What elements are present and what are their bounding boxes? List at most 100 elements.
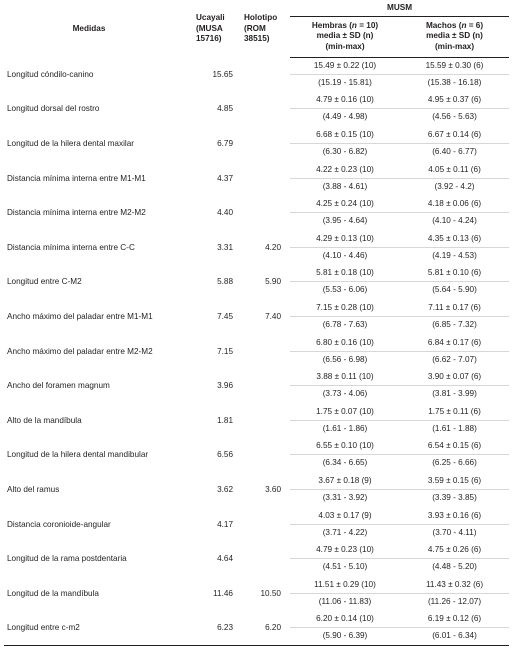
- ucayali-value: 3.62: [194, 472, 242, 507]
- header-musm: MUSM: [290, 1, 510, 17]
- machos-cell: 6.19 ± 0.12 (6) (6.01 - 6.34): [400, 610, 510, 646]
- ucayali-text: 15.65: [212, 69, 234, 79]
- hembras-cell: 6.55 ± 0.10 (10) (6.34 - 6.65): [290, 438, 400, 473]
- measure-name: Ancho del foramen magnum: [4, 368, 194, 403]
- hembras-range: (3.95 - 4.64): [322, 216, 368, 226]
- table-header: Medidas Ucayali (MUSA 15716) Holotipo (R…: [4, 1, 510, 58]
- holotipo-text: 7.40: [265, 311, 281, 321]
- machos-stat: 4.18 ± 0.06 (6): [400, 196, 510, 214]
- machos-range: (1.61 - 1.88): [432, 423, 477, 433]
- hembras-stat: 6.68 ± 0.15 (10): [290, 127, 400, 144]
- measurements-table: Medidas Ucayali (MUSA 15716) Holotipo (R…: [4, 1, 510, 646]
- holotipo-value: 7.40: [242, 299, 290, 334]
- holotipo-value: [242, 507, 290, 542]
- hembras-range: (1.61 - 1.86): [322, 423, 368, 433]
- hembras-range: (6.30 - 6.82): [322, 146, 368, 156]
- measure-name: Ancho máximo del paladar entre M1-M1: [4, 299, 194, 334]
- hembras-range: (3.71 - 4.22): [322, 527, 368, 537]
- table-row: Distancia mínima interna entre M1-M1 4.3…: [4, 161, 510, 196]
- machos-range: (6.01 - 6.34): [432, 631, 477, 641]
- hembras-cell: 4.22 ± 0.23 (10) (3.88 - 4.61): [290, 161, 400, 196]
- name-text: Longitud dorsal del rostro: [7, 104, 100, 114]
- name-text: Ancho máximo del paladar entre M1-M1: [7, 311, 153, 321]
- machos-range: (11.26 - 12.07): [427, 596, 482, 606]
- header-machos: Machos (n = 6) media ± SD (n) (min-max): [400, 16, 510, 58]
- ucayali-value: 4.37: [194, 161, 242, 196]
- holotipo-text: 6.20: [265, 623, 281, 633]
- hembras-cell: 4.03 ± 0.17 (9) (3.71 - 4.22): [290, 507, 400, 542]
- name-text: Longitud de la mandíbula: [7, 588, 99, 598]
- holotipo-value: [242, 368, 290, 403]
- machos-range: (6.40 - 6.77): [432, 146, 477, 156]
- machos-stat: 6.84 ± 0.17 (6): [400, 335, 510, 352]
- machos-stat: 4.95 ± 0.37 (6): [400, 92, 510, 110]
- hembras-cell: 6.20 ± 0.14 (10) (5.90 - 6.39): [290, 610, 400, 646]
- hembras-range: (5.53 - 6.06): [322, 285, 368, 295]
- ucayali-text: 4.85: [217, 104, 233, 114]
- machos-cell: 5.81 ± 0.10 (6) (5.64 - 5.90): [400, 265, 510, 300]
- header-hembras-range: (min-max): [325, 41, 365, 51]
- machos-range: (3.81 - 3.99): [432, 389, 477, 399]
- machos-stat: 4.35 ± 0.13 (6): [400, 231, 510, 248]
- machos-stat: 1.75 ± 0.11 (6): [400, 404, 510, 421]
- measure-name: Longitud dorsal del rostro: [4, 92, 194, 127]
- table-row: Longitud entre C-M2 5.88 5.90 5.81 ± 0.1…: [4, 265, 510, 300]
- hembras-stat: 4.25 ± 0.24 (10): [290, 196, 400, 214]
- machos-cell: 3.90 ± 0.07 (6) (3.81 - 3.99): [400, 368, 510, 403]
- machos-stat: 6.67 ± 0.14 (6): [400, 127, 510, 144]
- machos-range: (3.39 - 3.85): [432, 492, 477, 502]
- hembras-stat: 6.80 ± 0.16 (10): [290, 335, 400, 352]
- hembras-range: (5.90 - 6.39): [322, 631, 368, 641]
- measure-name: Alto del ramus: [4, 472, 194, 507]
- holotipo-value: 10.50: [242, 576, 290, 611]
- machos-cell: 6.54 ± 0.15 (6) (6.25 - 6.66): [400, 438, 510, 473]
- header-holotipo: Holotipo (ROM 38515): [242, 1, 290, 57]
- header-ucayali-line: Ucayali: [196, 13, 225, 23]
- measure-name: Alto de la mandíbula: [4, 403, 194, 438]
- machos-cell: 4.75 ± 0.26 (6) (4.48 - 5.20): [400, 541, 510, 576]
- hembras-cell: 3.88 ± 0.11 (10) (3.73 - 4.06): [290, 368, 400, 403]
- machos-cell: 11.43 ± 0.32 (6) (11.26 - 12.07): [400, 576, 510, 611]
- ucayali-value: 4.17: [194, 507, 242, 542]
- holotipo-text: 4.20: [265, 242, 281, 252]
- hembras-cell: 11.51 ± 0.29 (10) (11.06 - 11.83): [290, 576, 400, 611]
- hembras-stat: 15.49 ± 0.22 (10): [290, 58, 400, 76]
- hembras-stat: 4.22 ± 0.23 (10): [290, 162, 400, 179]
- hembras-stat: 4.29 ± 0.13 (10): [290, 231, 400, 248]
- machos-range: (4.48 - 5.20): [432, 562, 477, 572]
- name-text: Ancho del foramen magnum: [7, 381, 110, 391]
- ucayali-value: 7.15: [194, 334, 242, 369]
- table-row: Longitud de la hilera dental maxilar 6.7…: [4, 126, 510, 161]
- ucayali-value: 3.96: [194, 368, 242, 403]
- hembras-cell: 5.81 ± 0.18 (10) (5.53 - 6.06): [290, 265, 400, 300]
- name-text: Distancia mínima interna entre M1-M1: [7, 173, 146, 183]
- hembras-range: (4.10 - 4.46): [322, 250, 368, 260]
- hembras-stat: 4.03 ± 0.17 (9): [290, 508, 400, 525]
- header-ucayali: Ucayali (MUSA 15716): [194, 1, 242, 57]
- header-hembras: Hembras (n = 10) media ± SD (n) (min-max…: [290, 16, 400, 58]
- machos-range: (15.38 - 16.18): [427, 78, 482, 88]
- holotipo-value: [242, 438, 290, 473]
- hembras-cell: 4.79 ± 0.16 (10) (4.49 - 4.98): [290, 92, 400, 127]
- hembras-stat: 4.79 ± 0.23 (10): [290, 542, 400, 560]
- machos-stat: 15.59 ± 0.30 (6): [400, 58, 510, 76]
- header-machos-stat: media ± SD (n): [426, 31, 483, 41]
- ucayali-text: 7.15: [217, 346, 233, 356]
- machos-cell: 3.93 ± 0.16 (6) (3.70 - 4.11): [400, 507, 510, 542]
- holotipo-value: [242, 57, 290, 92]
- table-row: Distancia mínima interna entre M2-M2 4.4…: [4, 195, 510, 230]
- hembras-range: (6.34 - 6.65): [322, 458, 368, 468]
- table-row: Longitud dorsal del rostro 4.85 4.79 ± 0…: [4, 92, 510, 127]
- table-row: Ancho máximo del paladar entre M1-M1 7.4…: [4, 299, 510, 334]
- name-text: Distancia mínima interna entre M2-M2: [7, 208, 146, 218]
- holotipo-value: [242, 92, 290, 127]
- name-text: Longitud entre c-m2: [7, 623, 80, 633]
- machos-cell: 3.59 ± 0.15 (6) (3.39 - 3.85): [400, 472, 510, 507]
- holotipo-text: 10.50: [260, 588, 282, 598]
- ucayali-text: 5.88: [217, 277, 233, 287]
- name-text: Ancho máximo del paladar entre M2-M2: [7, 346, 153, 356]
- measure-name: Longitud entre c-m2: [4, 610, 194, 646]
- holotipo-text: 3.60: [265, 484, 281, 494]
- table-row: Distancia coronioide-angular 4.17 4.03 ±…: [4, 507, 510, 542]
- hembras-range: (11.06 - 11.83): [318, 596, 372, 606]
